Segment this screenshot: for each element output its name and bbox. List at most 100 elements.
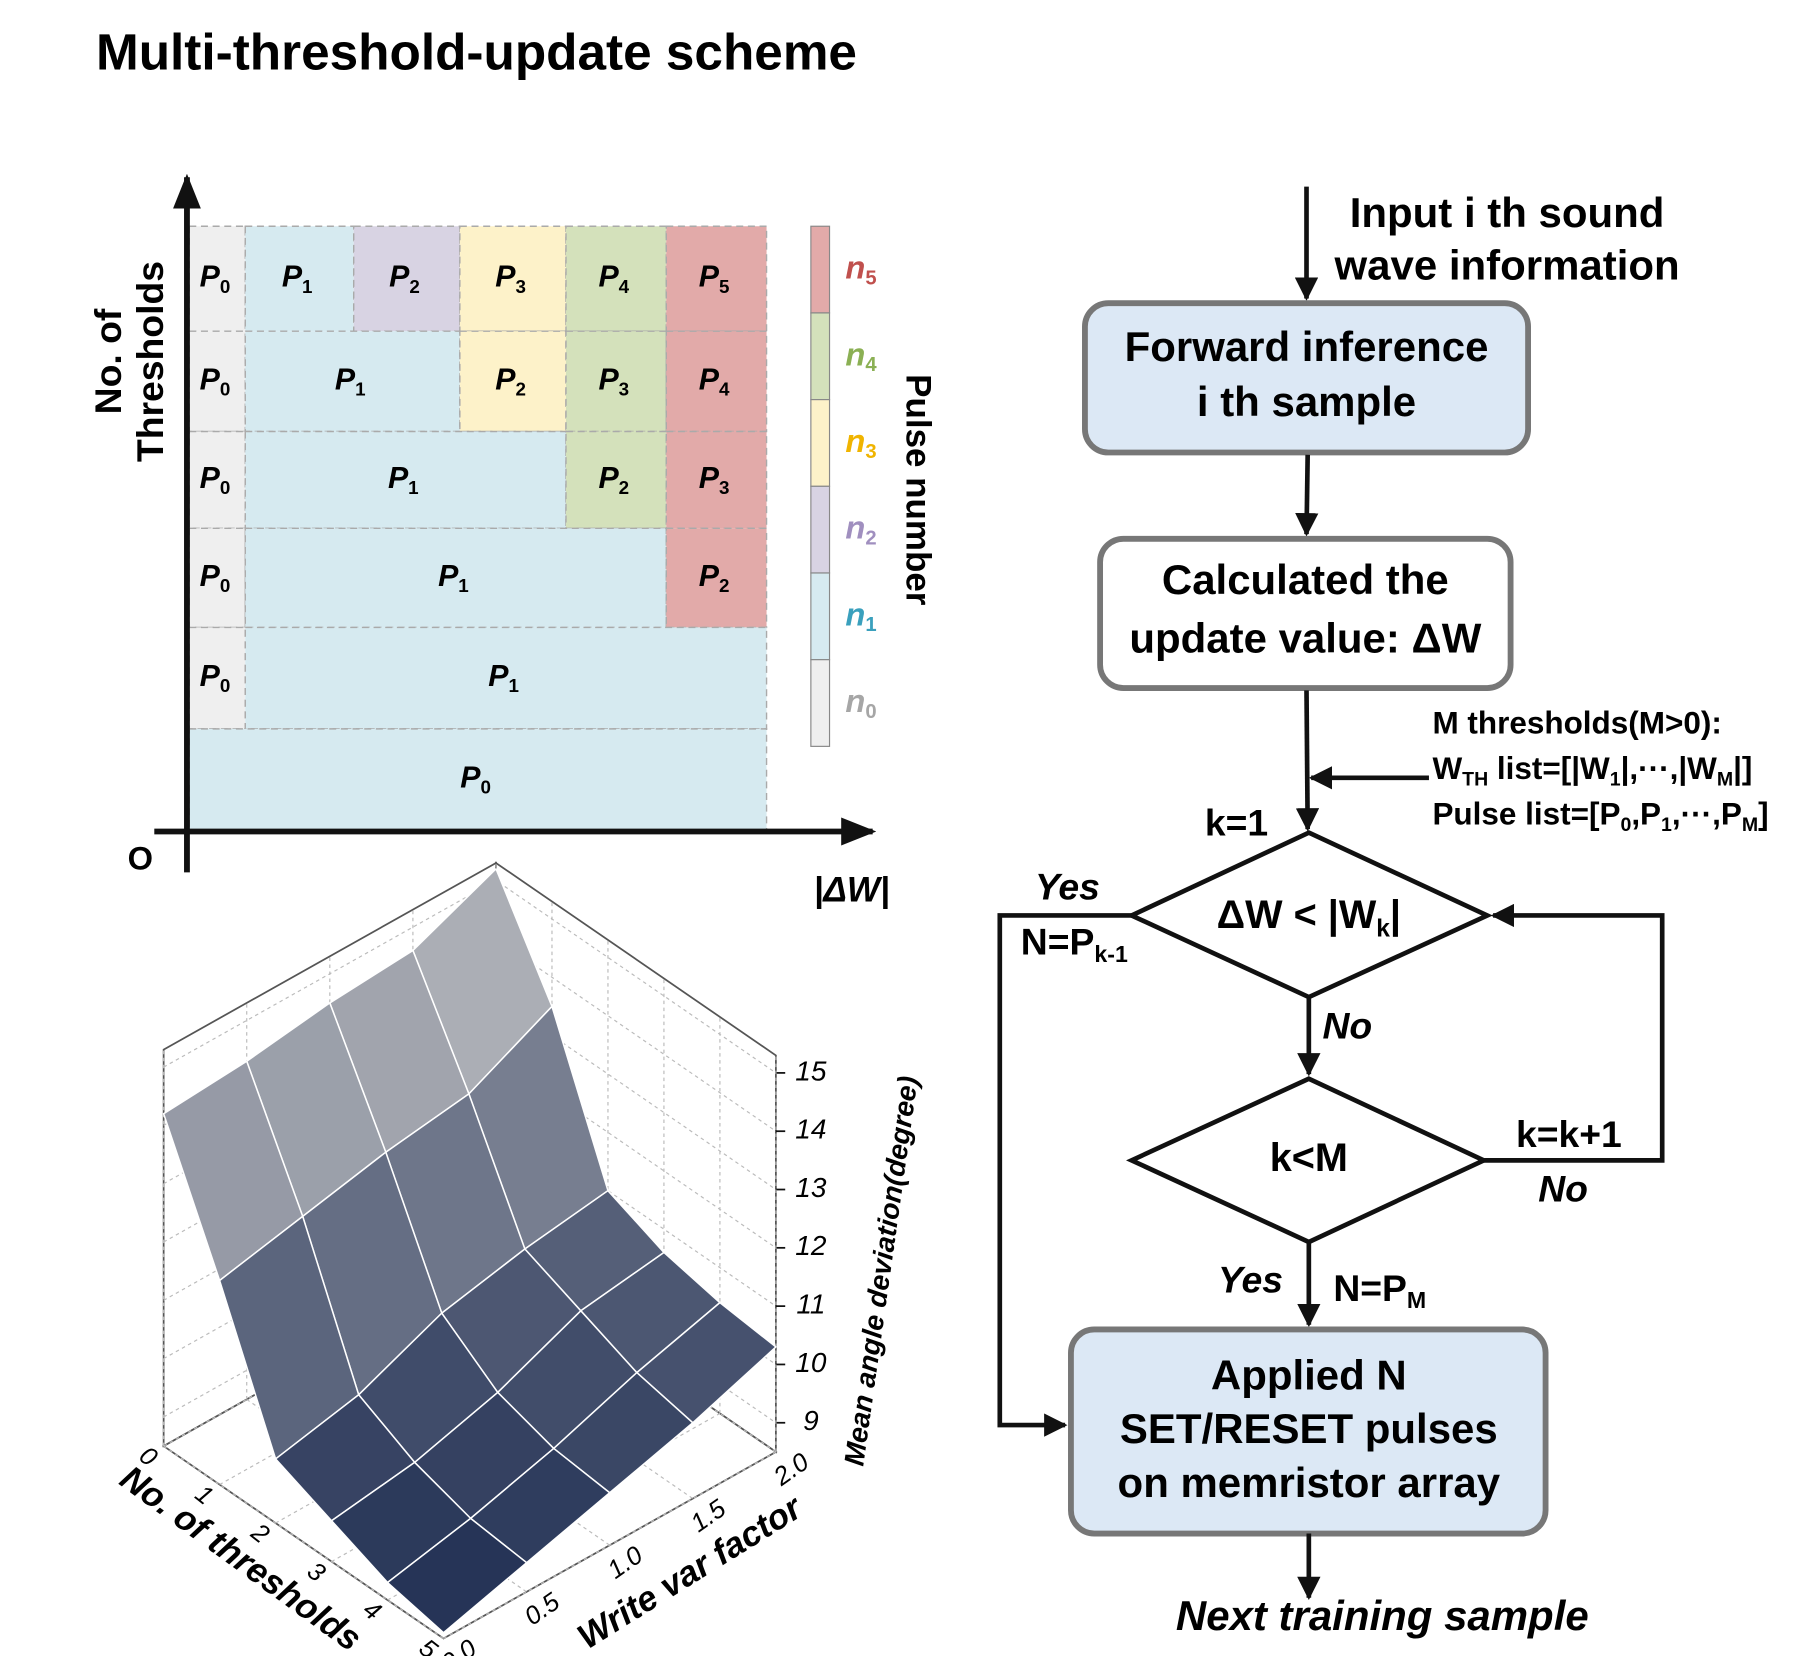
- cell: [244, 527, 667, 629]
- flowchart: Input i th sound wave information Forward …: [997, 186, 1769, 1639]
- subscript: 3: [719, 477, 729, 498]
- text-run: M thresholds(M>0):: [1432, 706, 1721, 741]
- surface-patch: [386, 1517, 528, 1634]
- subscript: M: [1407, 1287, 1426, 1313]
- cell-label: P2: [389, 261, 420, 297]
- subscript: 0: [220, 477, 230, 498]
- subscript: 4: [865, 354, 877, 376]
- subscript: 1: [458, 575, 468, 596]
- colorbar-tick-label: n2: [845, 508, 876, 550]
- text-run: list=[|W: [1488, 751, 1610, 786]
- colorbar-segment: [810, 485, 831, 574]
- subscript: 2: [865, 528, 876, 550]
- cell-label: P0: [460, 762, 491, 798]
- y-axis-label-line: No. of: [87, 308, 129, 414]
- subscript: 2: [719, 575, 729, 596]
- text-run: P: [598, 261, 619, 294]
- cell-label: P3: [495, 261, 526, 297]
- cell-label: P0: [200, 261, 231, 297]
- box-text: on memristor array: [1118, 1459, 1501, 1506]
- z-tick-label: 13: [795, 1172, 827, 1203]
- cell: [353, 225, 461, 332]
- condition-text: ΔW < |Wk|: [1217, 893, 1401, 942]
- text-run: P: [200, 261, 221, 294]
- cell: [665, 225, 768, 332]
- grid-line: [163, 1445, 444, 1639]
- cell-label: P4: [598, 261, 629, 297]
- box-text: update value: ΔW: [1129, 615, 1481, 662]
- text-run: P: [200, 363, 221, 396]
- condition-text: k<M: [1270, 1136, 1348, 1180]
- z-tick-label: 12: [795, 1230, 827, 1261]
- y-tick-label: 0.5: [520, 1587, 566, 1631]
- subscript: 2: [409, 276, 419, 297]
- cell-label: P4: [699, 363, 730, 399]
- colorbar-tick-label: n1: [845, 595, 876, 637]
- subscript: 1: [302, 276, 312, 297]
- origin-label: O: [128, 839, 153, 876]
- subscript: 5: [865, 268, 876, 290]
- colorbar-tick-label: n5: [845, 248, 876, 290]
- text-run: P: [495, 363, 516, 396]
- subscript: 3: [865, 441, 876, 463]
- input-text: Input i th sound: [1350, 189, 1665, 236]
- text-run: P: [460, 762, 481, 795]
- box-text: i th sample: [1197, 378, 1416, 425]
- subscript: TH: [1462, 768, 1488, 790]
- subscript: 2: [515, 378, 525, 399]
- cell: [459, 225, 567, 332]
- subscript: 4: [719, 378, 730, 399]
- cell: [188, 225, 246, 332]
- arrow: [997, 913, 1132, 1437]
- arrow: [1295, 454, 1319, 537]
- subscript: M: [1742, 814, 1758, 836]
- subscript: 1: [865, 614, 876, 636]
- cell-label: P1: [488, 660, 519, 696]
- text-run: P: [335, 363, 356, 396]
- subscript: 2: [619, 477, 629, 498]
- text-run: N=P: [1333, 1267, 1407, 1309]
- cell-label: P5: [699, 261, 730, 297]
- page-title: Multi-threshold-update scheme: [96, 24, 857, 81]
- cell-label: P1: [335, 363, 366, 399]
- cell: [244, 430, 567, 529]
- subscript: 3: [515, 276, 525, 297]
- cell: [188, 527, 246, 629]
- y-axis-label: No. of Thresholds: [87, 261, 171, 462]
- box-text: Calculated the: [1162, 556, 1449, 603]
- y-tick-label: 2.0: [768, 1447, 815, 1491]
- colorbar-segment: [810, 659, 831, 747]
- subscript: 1: [1610, 768, 1621, 790]
- cell-label: P1: [438, 560, 469, 596]
- cell: [244, 330, 461, 433]
- cell-label: P0: [200, 363, 231, 399]
- text-run: ,P: [1631, 797, 1661, 832]
- cell: [244, 626, 768, 730]
- cell: [665, 430, 768, 529]
- text-run: P: [598, 462, 619, 495]
- k-init: k=1: [1205, 802, 1268, 844]
- colorbar-segment: [810, 572, 831, 661]
- subscript: k: [1376, 915, 1390, 942]
- params-text: Pulse list=[P0,P1,···,PM]: [1432, 797, 1768, 836]
- cell: [244, 225, 355, 332]
- colorbar-tick-label: n3: [845, 422, 876, 464]
- end-text: Next training sample: [1176, 1592, 1589, 1639]
- subscript: 3: [619, 378, 629, 399]
- subscript: 1: [408, 477, 418, 498]
- assign-text: N=PM: [1333, 1267, 1426, 1313]
- text-run: P: [200, 660, 221, 693]
- text-run: P: [699, 363, 720, 396]
- text-run: |]: [1733, 751, 1752, 786]
- subscript: 0: [865, 701, 876, 723]
- subscript: 5: [719, 276, 729, 297]
- text-run: n: [845, 335, 865, 372]
- text-run: n: [845, 508, 865, 545]
- subscript: 0: [220, 575, 230, 596]
- cell-label: P2: [495, 363, 526, 399]
- text-run: P: [699, 462, 720, 495]
- cell: [188, 626, 246, 730]
- colorbar-segment: [810, 312, 831, 401]
- arrow: [1483, 903, 1665, 1163]
- cell-label: P3: [598, 363, 629, 399]
